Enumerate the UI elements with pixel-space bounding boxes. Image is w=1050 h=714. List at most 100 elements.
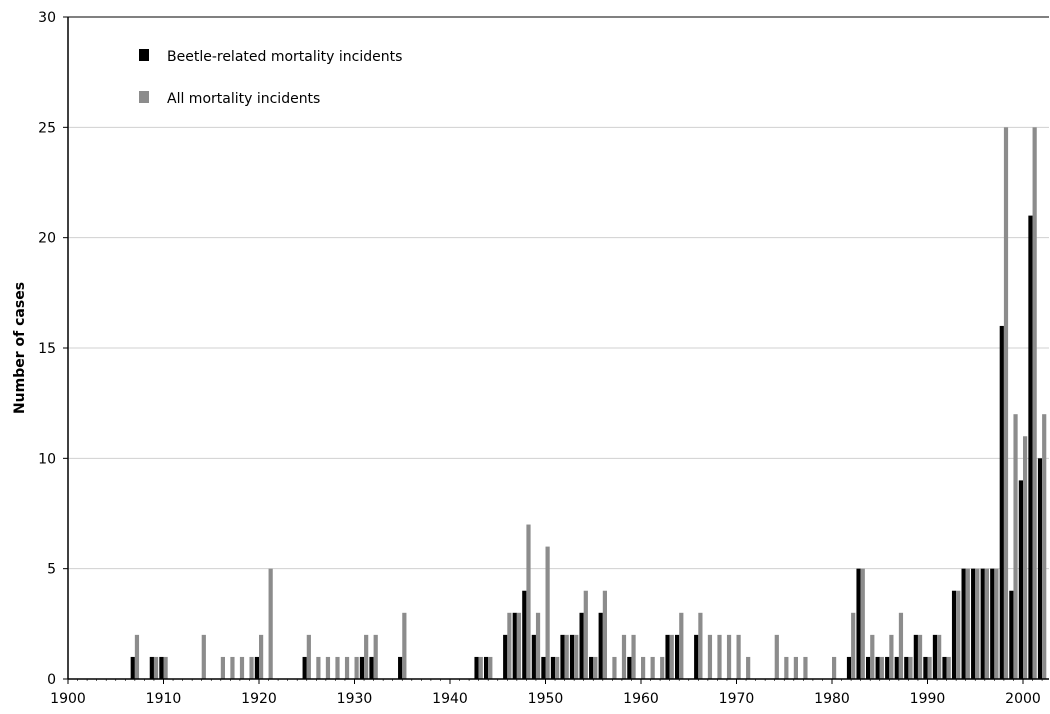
bar-beetle-1959 (627, 656, 632, 679)
bar-all-1907 (134, 634, 140, 679)
bar-beetle-1995 (971, 568, 976, 679)
bar-all-1925 (306, 634, 311, 679)
bar-beetle-1935 (398, 656, 403, 679)
x-tick-label: 1960 (623, 691, 659, 707)
x-tick-label: 1980 (814, 691, 850, 707)
bar-beetle-1946 (503, 634, 508, 679)
bar-all-1956 (602, 590, 607, 679)
y-tick-label: 25 (38, 120, 56, 136)
bar-beetle-1932 (369, 656, 374, 679)
x-tick-label: 1910 (146, 691, 182, 707)
bar-all-1993 (956, 590, 961, 679)
bar-beetle-1920 (254, 656, 259, 679)
bar-all-1931 (364, 634, 369, 679)
x-tick-label: 1920 (241, 691, 277, 707)
bar-all-1948 (526, 524, 531, 679)
bar-all-1921 (268, 568, 273, 679)
bar-beetle-1925 (302, 656, 307, 679)
bar-beetle-1955 (589, 656, 594, 679)
bar-beetle-1983 (856, 568, 861, 679)
bar-all-1997 (994, 568, 999, 679)
bar-all-1969 (726, 634, 732, 679)
bar-all-1949 (535, 612, 541, 679)
y-tick-label: 30 (38, 10, 56, 26)
bar-beetle-1988 (904, 656, 909, 679)
bar-all-1927 (325, 656, 331, 679)
bar-all-1968 (717, 634, 722, 679)
bar-beetle-1985 (875, 656, 880, 679)
bar-all-1980 (832, 656, 837, 679)
bar-all-1986 (889, 634, 894, 679)
bar-beetle-2000 (1018, 480, 1023, 679)
x-tick-label: 1940 (432, 691, 468, 707)
legend: Beetle-related mortality incidents All m… (139, 49, 402, 107)
legend-label-all: All mortality incidents (167, 91, 320, 107)
bar-beetle-1944 (484, 656, 489, 679)
bar-beetle-1952 (560, 634, 565, 679)
bar-beetle-1948 (522, 590, 527, 679)
bar-beetle-1997 (990, 568, 995, 679)
bar-all-1947 (516, 612, 522, 679)
bar-beetle-1993 (951, 590, 957, 679)
bar-all-1975 (784, 656, 789, 679)
bar-all-1926 (316, 656, 321, 679)
bar-beetle-1999 (1009, 590, 1014, 679)
ticks: 0 5 10 15 20 25 30 1900 1910 1920 1930 1940 1950 1960… (38, 10, 1043, 707)
bar-all-1971 (746, 656, 751, 679)
bar-all-1996 (984, 568, 989, 679)
bar-beetle-1990 (923, 656, 928, 679)
bar-all-1909 (153, 656, 159, 679)
bar-all-1950 (545, 546, 550, 679)
bar-all-1962 (660, 656, 665, 679)
x-tick-label: 1990 (910, 691, 946, 707)
y-tick-label: 15 (38, 341, 56, 357)
bar-beetle-1907 (130, 656, 135, 679)
bar-all-1987 (898, 612, 904, 679)
bar-all-1999 (1013, 414, 1018, 679)
bar-all-1946 (507, 612, 512, 679)
bars (130, 127, 1047, 680)
bar-all-1963 (669, 634, 674, 679)
bar-all-1932 (373, 634, 378, 679)
bar-all-1964 (679, 612, 684, 679)
bar-beetle-1984 (866, 656, 871, 679)
bar-beetle-1987 (894, 656, 899, 679)
y-tick-label: 10 (38, 451, 56, 467)
bar-all-1995 (975, 568, 980, 679)
bar-beetle-1947 (512, 612, 517, 679)
x-tick-label: 1970 (719, 691, 755, 707)
bar-beetle-1966 (694, 634, 699, 679)
legend-swatch-all (139, 91, 149, 103)
bar-all-1959 (631, 634, 636, 679)
y-tick-label: 5 (47, 562, 56, 578)
bar-all-1966 (698, 612, 703, 679)
bar-all-1990 (927, 656, 932, 679)
bar-beetle-1992 (942, 656, 947, 679)
bar-all-1952 (564, 634, 569, 679)
bar-beetle-1953 (569, 634, 575, 679)
bar-beetle-2002 (1037, 458, 1043, 679)
bar-all-1918 (239, 656, 245, 679)
bar-all-2001 (1032, 127, 1037, 680)
bar-all-1991 (937, 634, 942, 679)
x-tick-label: 1930 (337, 691, 373, 707)
bar-all-1944 (488, 656, 493, 679)
bar-all-1994 (965, 568, 970, 679)
bar-all-2000 (1023, 436, 1028, 679)
bar-all-1951 (555, 656, 560, 679)
bar-all-1985 (879, 656, 884, 679)
bar-beetle-1931 (359, 656, 365, 679)
bar-all-1935 (402, 612, 407, 679)
bar-all-1919 (249, 656, 254, 679)
bar-all-1988 (908, 656, 913, 679)
bar-all-1955 (593, 656, 598, 679)
bar-all-1970 (736, 634, 741, 679)
bar-beetle-1949 (531, 634, 536, 679)
bar-all-1961 (650, 656, 655, 679)
bar-beetle-1943 (474, 656, 479, 679)
legend-swatch-beetle (139, 49, 149, 61)
bar-all-1914 (201, 634, 206, 679)
bar-all-1917 (230, 656, 235, 679)
bar-all-1928 (335, 656, 340, 679)
y-tick-label: 20 (38, 231, 56, 247)
